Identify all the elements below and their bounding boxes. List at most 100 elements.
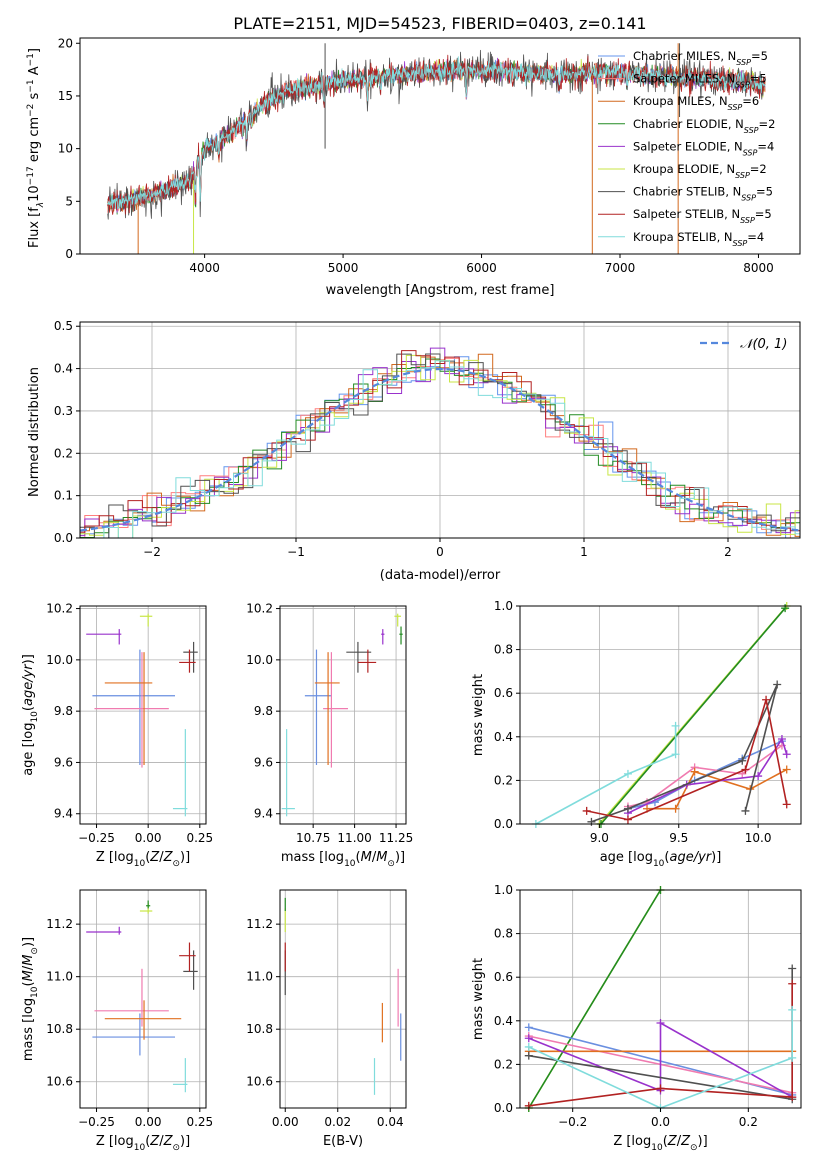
weight-line-chabrier-elodie <box>600 607 786 825</box>
p5-ytick-label: 0.2 <box>494 773 513 787</box>
weight-line-salpeter-elodie <box>528 1021 793 1098</box>
weight-marker-salpeter-stelib <box>623 815 632 824</box>
p6-frame <box>79 889 207 1109</box>
weight-marker-kroupa-stelib <box>623 769 632 778</box>
weight-line-kroupa-stelib <box>535 725 677 825</box>
p8-ytick-label: 0.2 <box>494 1057 513 1071</box>
residual-xtick-label: −1 <box>287 545 305 559</box>
histogram-salpeter-elodie <box>79 347 800 538</box>
p5-ytick-label: 0.8 <box>494 643 513 657</box>
spectrum-panel: 4000 5000 6000 7000 8000 0 5 10 15 20 Chabrier MIL… <box>58 36 801 275</box>
spectrum-xtick-label: 4000 <box>189 261 220 275</box>
weight-marker-ms-kroupa-miles <box>671 804 680 813</box>
p8-xtick-label: −0.2 <box>558 1115 587 1129</box>
residual-ytick-label: 0.2 <box>54 446 73 460</box>
p7-ytick-label: 11.0 <box>246 970 273 984</box>
weight-marker-salpeter-elodie <box>656 1018 665 1027</box>
p3-ytick-label: 10.0 <box>46 653 73 667</box>
p3-ylabel: age [log10(age/yr)] <box>21 654 40 776</box>
p7-ytick-label: 11.2 <box>246 917 273 931</box>
spectrum-ylabel: Flux [fλ10−17 erg cm−2 s−1 A−1] <box>26 48 46 248</box>
weight-marker-chabrier-stelib <box>773 680 782 689</box>
p6-ylabel: mass [log10(M/M⊙)] <box>21 937 40 1061</box>
residual-xtick-label: 1 <box>580 545 588 559</box>
p8-ytick-label: 0.8 <box>494 927 513 941</box>
spectrum-ytick-label: 5 <box>65 194 73 208</box>
spectrum-ytick-label: 15 <box>58 89 73 103</box>
weight-marker-salpeter-stelib <box>782 800 791 809</box>
legend-label-salpeter-miles: Salpeter MILES, NSSP=5 <box>633 72 767 90</box>
p4-xlabel: mass [log10(M/M⊙)] <box>281 850 405 869</box>
mass-weight-vs-metallicity-panel: −0.2 0.0 0.2 0.0 0.2 0.4 0.6 0.8 1.0 Z [log10(Z/Z… <box>471 883 802 1153</box>
weight-marker-salpeter-stelib <box>788 1093 797 1102</box>
spectrum-xtick-label: 7000 <box>605 261 636 275</box>
p7-frame <box>279 889 407 1109</box>
weight-marker-ms-chabrier-miles <box>524 1023 533 1032</box>
p6-xtick-label: 0.25 <box>186 1115 213 1129</box>
weight-marker-salpeter-stelib <box>741 765 750 774</box>
p8-xlabel: Z [log10(Z/Z⊙)] <box>613 1134 707 1153</box>
p5-xtick-label: 10.0 <box>745 831 772 845</box>
legend-label-chabrier-elodie: Chabrier ELODIE, NSSP=2 <box>633 117 775 135</box>
p3-xtick-label: 0.00 <box>135 831 162 845</box>
weight-marker-chabrier-stelib <box>623 804 632 813</box>
age-vs-mass-panel: 10.75 11.00 11.25 9.4 9.6 9.8 10.0 10.2 mass [lo… <box>246 602 413 869</box>
p5-xlabel: age [log10(age/yr)] <box>600 850 722 869</box>
weight-marker-kroupa-stelib <box>671 750 680 759</box>
p4-ytick-label: 9.6 <box>254 755 273 769</box>
p3-ytick-label: 9.4 <box>54 807 73 821</box>
weight-line-salpeter-stelib <box>586 699 788 821</box>
p3-ytick-label: 9.8 <box>54 704 73 718</box>
p4-frame <box>279 605 407 825</box>
p5-ytick-label: 0.6 <box>494 686 513 700</box>
weight-marker-ms-kroupa-miles <box>690 767 699 776</box>
spectrum-line-kroupa-stelib <box>107 56 766 209</box>
legend-label-chabrier-miles: Chabrier MILES, NSSP=5 <box>633 49 768 67</box>
p3-ytick-label: 10.2 <box>46 602 73 616</box>
p6-ytick-label: 11.0 <box>46 970 73 984</box>
weight-line-kroupa-stelib <box>528 1009 793 1109</box>
p3-xtick-label: 0.25 <box>186 831 213 845</box>
p5-ylabel: mass weight <box>471 674 486 756</box>
spectrum-line-chabrier-stelib <box>107 49 766 220</box>
p4-ytick-label: 10.0 <box>246 653 273 667</box>
p4-ytick-label: 10.2 <box>246 602 273 616</box>
mass-vs-metallicity-panel: −0.25 0.00 0.25 10.6 10.8 11.0 11.2 Z [log10(Z/… <box>21 889 213 1153</box>
p6-xtick-label: −0.25 <box>78 1115 115 1129</box>
weight-marker-salpeter-stelib <box>582 806 591 815</box>
weight-marker-ms-kroupa-miles <box>782 765 791 774</box>
p4-xtick-label: 11.25 <box>379 831 413 845</box>
p4-xtick-label: 10.75 <box>296 831 330 845</box>
p8-ylabel: mass weight <box>471 958 486 1040</box>
weight-marker-salpeter-elodie <box>782 750 791 759</box>
residual-xtick-label: 0 <box>436 545 444 559</box>
histogram-kroupa-stelib <box>80 360 800 539</box>
p3-xtick-label: −0.25 <box>78 831 115 845</box>
legend-label-normal: 𝒩(0, 1) <box>740 337 787 352</box>
p3-ytick-label: 9.6 <box>54 755 73 769</box>
spectrum-ytick-label: 0 <box>65 247 73 261</box>
age-vs-metallicity-panel: −0.25 0.00 0.25 9.4 9.6 9.8 10.0 10.2 Z [log10(Z… <box>21 602 213 869</box>
legend-label-salpeter-stelib: Salpeter STELIB, NSSP=5 <box>633 207 772 225</box>
mass-weight-vs-age-panel: 9.0 9.5 10.0 0.0 0.2 0.4 0.6 0.8 1.0 age [log10(a… <box>471 599 802 869</box>
weight-marker-salpeter-elodie <box>777 734 786 743</box>
spectrum-frame <box>79 37 801 255</box>
weight-marker-chabrier-stelib <box>738 756 747 765</box>
weight-line-chabrier-elodie <box>528 889 662 1109</box>
residual-ytick-label: 0.5 <box>54 319 73 333</box>
spectrum-xlabel: wavelength [Angstrom, rest frame] <box>326 283 555 298</box>
weight-marker-salpeter-elodie <box>524 1034 533 1043</box>
p8-xtick-label: 0.2 <box>739 1115 758 1129</box>
p5-ytick-label: 1.0 <box>494 599 513 613</box>
p5-frame <box>519 605 802 825</box>
spectrum-ytick-label: 10 <box>58 142 73 156</box>
spectrum-xtick-label: 6000 <box>466 261 497 275</box>
p5-xtick-label: 9.0 <box>590 831 609 845</box>
p7-ytick-label: 10.8 <box>246 1022 273 1036</box>
residual-ytick-label: 0.4 <box>54 362 73 376</box>
legend-label-kroupa-miles: Kroupa MILES, NSSP=6 <box>633 94 759 112</box>
weight-marker-salpeter-stelib <box>788 979 797 988</box>
p6-ytick-label: 11.2 <box>46 917 73 931</box>
weight-marker-chabrier-stelib <box>587 817 596 826</box>
